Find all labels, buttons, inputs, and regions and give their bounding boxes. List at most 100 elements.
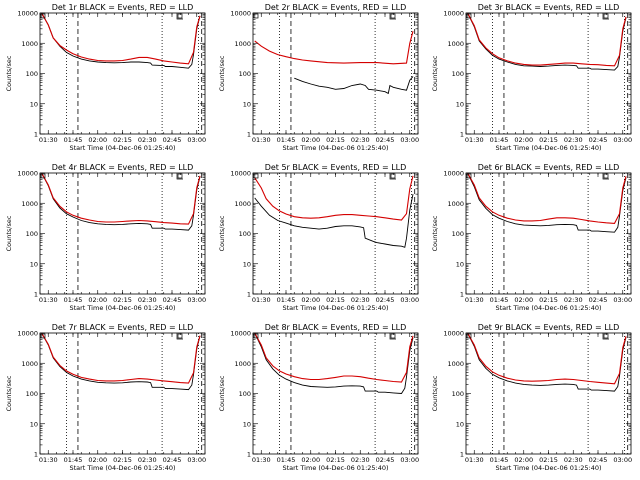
series-line-events [467, 12, 627, 71]
x-tick-label: 01:45 [277, 456, 296, 464]
series-line-events [41, 12, 201, 69]
y-tick-label: 10000 [230, 170, 251, 178]
chart-title: Det 8r BLACK = Events, RED = LLD [265, 323, 407, 332]
x-tick-label: 02:00 [301, 136, 320, 144]
y-tick-label: 100 [452, 230, 464, 238]
y-tick-label: 100 [239, 230, 251, 238]
y-tick-label: 100 [26, 230, 38, 238]
x-tick-label: 02:45 [163, 296, 182, 304]
x-tick-label: 03:00 [613, 456, 632, 464]
corner-marker [389, 333, 396, 340]
x-tick-label: 02:15 [326, 296, 345, 304]
y-axis-label: Counts/sec [218, 375, 226, 411]
y-tick-label: 10 [30, 420, 38, 428]
x-tick-label: 03:00 [400, 296, 419, 304]
plot-frame [252, 172, 419, 295]
x-tick-label: 02:30 [564, 136, 583, 144]
x-tick-label: 01:30 [252, 456, 271, 464]
y-axis-label: Counts/sec [218, 55, 226, 91]
x-tick-label: 01:30 [39, 456, 58, 464]
x-tick-label: 02:30 [564, 456, 583, 464]
x-tick-label: 01:30 [252, 136, 271, 144]
series-line-lld [254, 175, 414, 221]
y-tick-label: 10 [456, 260, 464, 268]
chart-panel-7: Det 7r BLACK = Events, RED = LLD 01:30 01:… [5, 323, 206, 472]
x-tick-label: 02:00 [514, 136, 533, 144]
x-tick-label: 02:15 [539, 136, 558, 144]
y-tick-label: 1 [34, 131, 38, 139]
y-axis-label: Counts/sec [5, 375, 13, 411]
corner-marker [602, 333, 609, 340]
corner-marker [176, 333, 183, 340]
y-axis-label: Counts/sec [218, 215, 226, 251]
y-tick-label: 1000 [234, 360, 251, 368]
y-tick-label: 1 [460, 291, 464, 299]
plot-frame [252, 332, 419, 455]
chart-panel-3: Det 3r BLACK = Events, RED = LLD 01:30 01:… [431, 3, 632, 152]
plot-frame [252, 12, 419, 135]
x-axis-label: Start Time (04-Dec-06 01:25:40) [282, 304, 388, 312]
chart-title: Det 6r BLACK = Events, RED = LLD [478, 163, 620, 172]
x-tick-label: 02:30 [564, 296, 583, 304]
chart-title: Det 9r BLACK = Events, RED = LLD [478, 323, 620, 332]
x-tick-label: 02:30 [351, 456, 370, 464]
x-tick-label: 03:00 [187, 456, 206, 464]
chart-panel-1: Det 1r BLACK = Events, RED = LLD 01:30 01:… [5, 3, 206, 152]
x-axis-label: Start Time (04-Dec-06 01:25:40) [495, 144, 601, 152]
x-tick-label: 01:30 [465, 136, 484, 144]
x-tick-label: 02:15 [539, 456, 558, 464]
series-line-lld [41, 12, 201, 65]
x-tick-label: 02:45 [376, 456, 395, 464]
series-line-lld [467, 12, 627, 67]
series-line-lld [41, 172, 201, 225]
x-tick-label: 01:45 [490, 456, 509, 464]
corner-marker [389, 13, 396, 20]
x-tick-label: 02:00 [514, 456, 533, 464]
x-tick-label: 02:45 [163, 456, 182, 464]
x-tick-label: 02:30 [351, 296, 370, 304]
y-tick-label: 1000 [447, 200, 464, 208]
plot-frame [39, 172, 206, 295]
y-tick-label: 10 [243, 420, 251, 428]
y-axis-label: Counts/sec [431, 215, 439, 251]
plot-frame [465, 332, 632, 455]
chart-panel-6: Det 6r BLACK = Events, RED = LLD 01:30 01:… [431, 163, 632, 312]
chart-title: Det 2r BLACK = Events, RED = LLD [265, 3, 407, 12]
y-tick-label: 1 [34, 291, 38, 299]
x-axis-label: Start Time (04-Dec-06 01:25:40) [69, 464, 175, 472]
y-tick-label: 1 [460, 451, 464, 459]
series-line-lld [254, 332, 414, 383]
corner-marker [176, 13, 183, 20]
x-tick-label: 01:30 [465, 456, 484, 464]
series-line-events [254, 332, 414, 394]
chart-title: Det 1r BLACK = Events, RED = LLD [52, 3, 194, 12]
series-line-events [254, 194, 414, 248]
y-tick-label: 10000 [17, 10, 38, 18]
corner-marker [176, 173, 183, 180]
chart-panel-8: Det 8r BLACK = Events, RED = LLD 01:30 01:… [218, 323, 419, 472]
y-tick-label: 100 [239, 70, 251, 78]
x-tick-label: 03:00 [187, 296, 206, 304]
x-tick-label: 01:30 [39, 296, 58, 304]
x-axis-label: Start Time (04-Dec-06 01:25:40) [495, 304, 601, 312]
y-tick-label: 1 [247, 291, 251, 299]
y-tick-label: 10000 [443, 170, 464, 178]
x-tick-label: 02:15 [113, 456, 132, 464]
series-line-lld [467, 332, 627, 385]
x-tick-label: 02:00 [301, 296, 320, 304]
y-tick-label: 10000 [17, 330, 38, 338]
chart-title: Det 5r BLACK = Events, RED = LLD [265, 163, 407, 172]
series-line-events [467, 172, 627, 233]
y-axis-label: Counts/sec [431, 375, 439, 411]
y-tick-label: 1000 [21, 200, 38, 208]
y-tick-label: 100 [239, 390, 251, 398]
y-tick-label: 1000 [21, 40, 38, 48]
x-tick-label: 02:45 [589, 296, 608, 304]
x-tick-label: 02:30 [138, 456, 157, 464]
y-tick-label: 100 [452, 70, 464, 78]
y-tick-label: 1000 [234, 40, 251, 48]
x-tick-label: 01:45 [277, 296, 296, 304]
x-tick-label: 03:00 [187, 136, 206, 144]
y-tick-label: 1000 [21, 360, 38, 368]
